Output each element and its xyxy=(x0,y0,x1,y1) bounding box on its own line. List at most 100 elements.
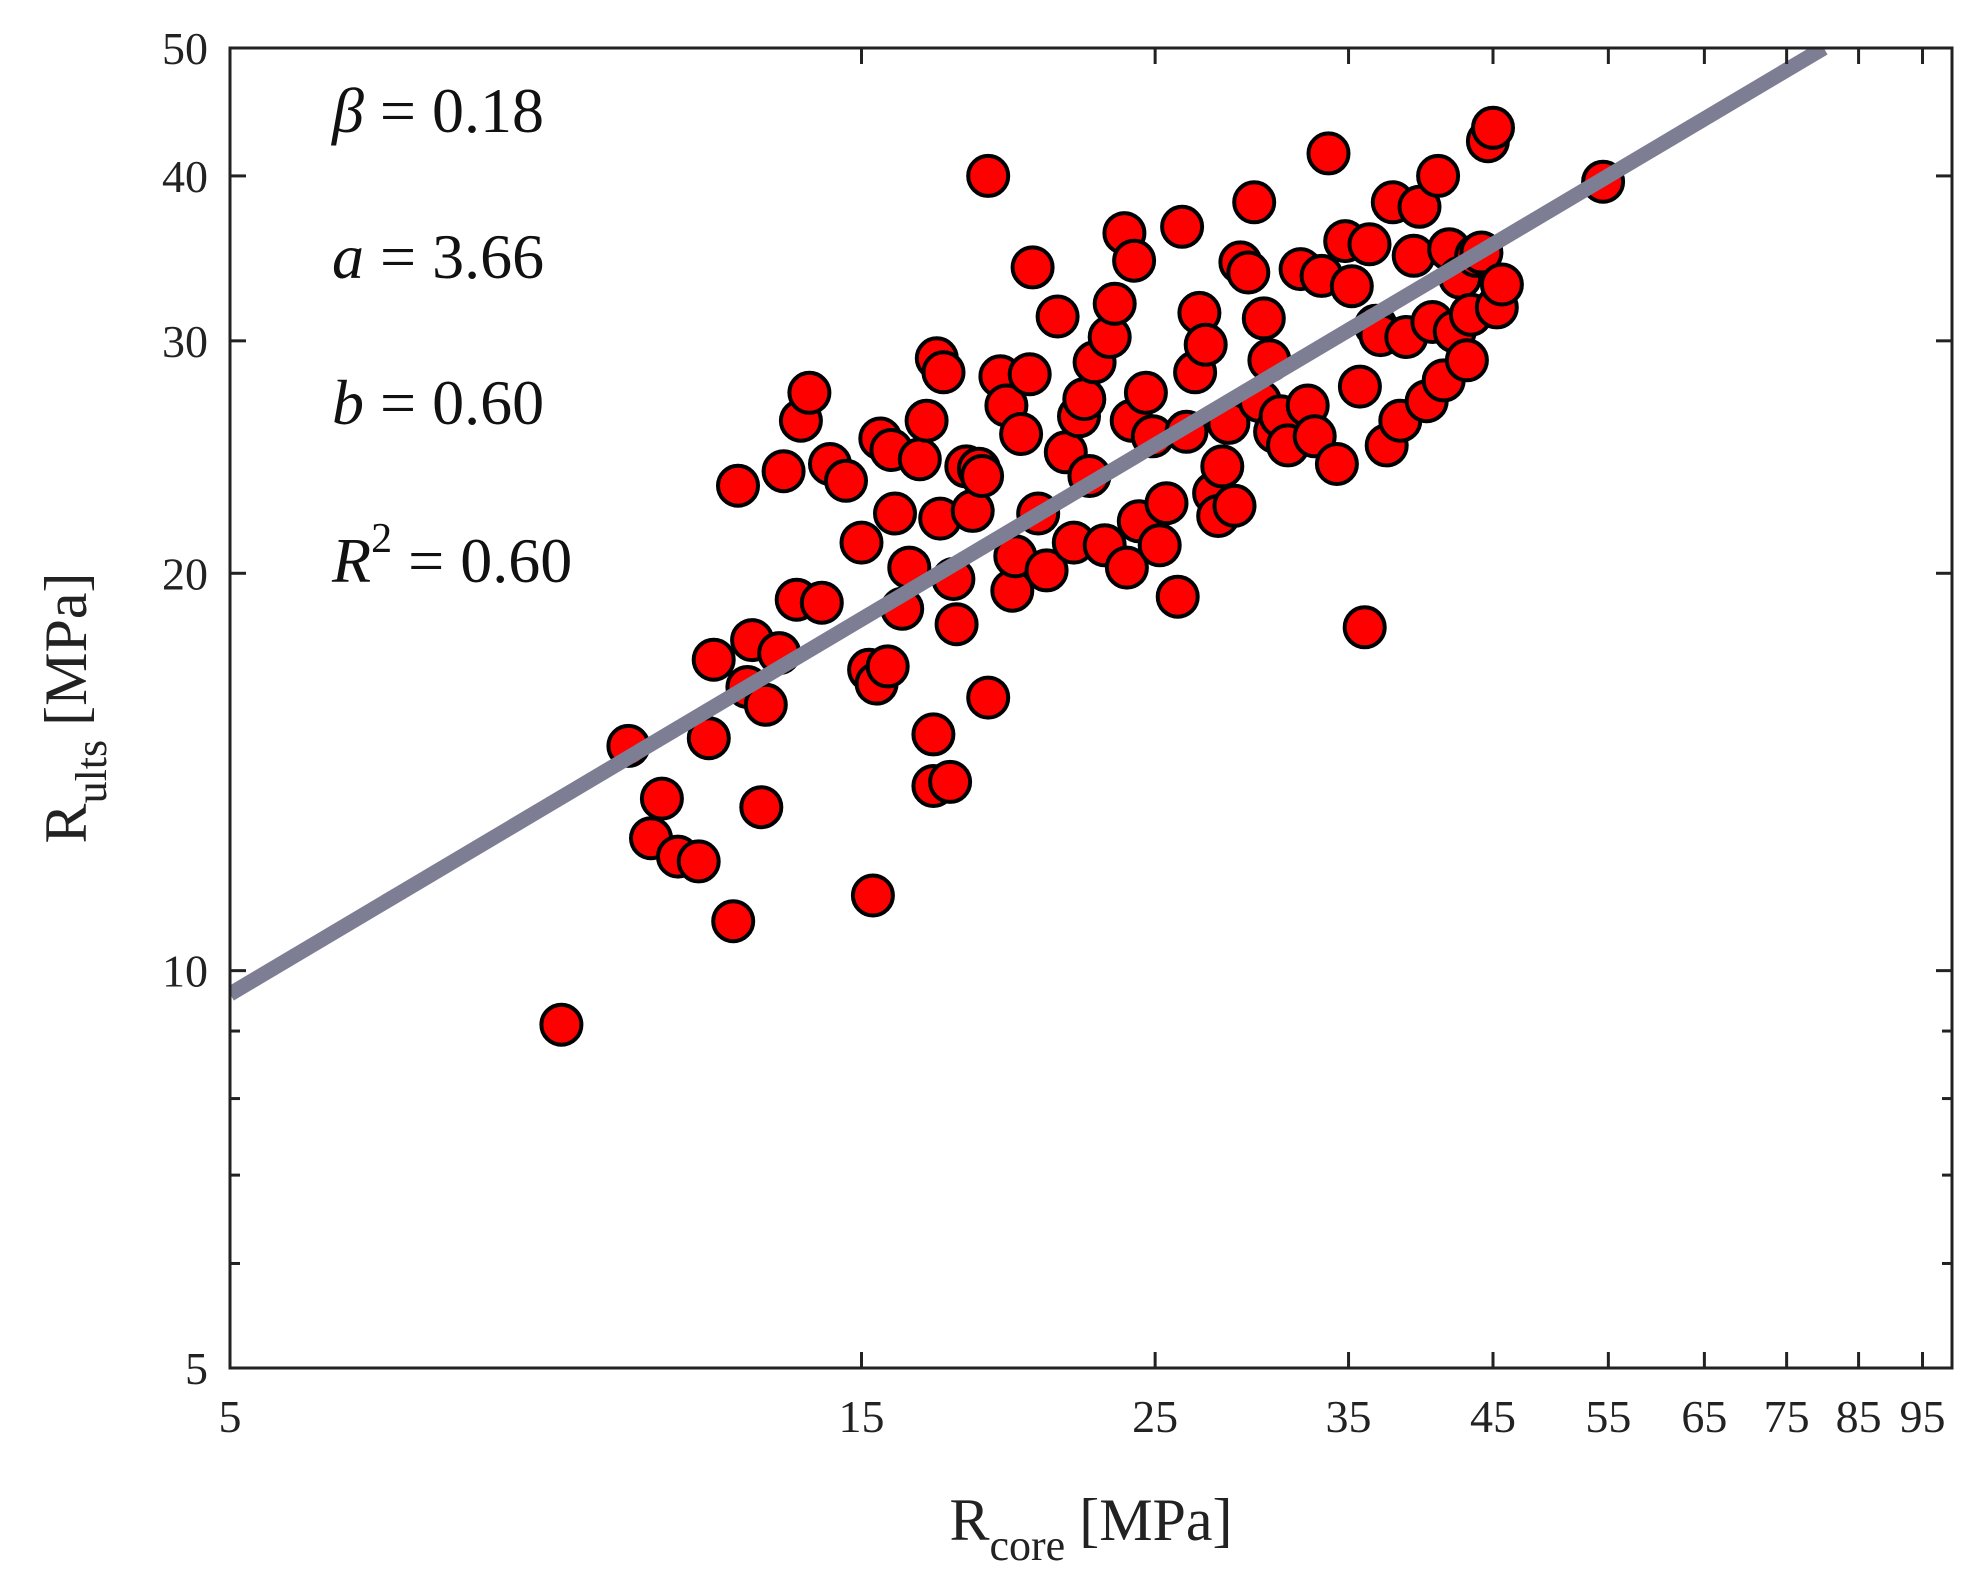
data-point-129 xyxy=(1479,262,1524,307)
annotation-r2-var: R xyxy=(331,525,371,596)
y-tick-label-30: 30 xyxy=(162,316,208,367)
data-point-117 xyxy=(1416,153,1461,198)
data-point-61 xyxy=(1062,377,1107,422)
data-point-77 xyxy=(1160,204,1205,249)
x-tick-label-35: 35 xyxy=(1326,1391,1372,1442)
data-point-72 xyxy=(1123,370,1168,415)
x-tick-label-85: 85 xyxy=(1836,1391,1882,1442)
data-point-15 xyxy=(761,449,806,494)
data-point-8 xyxy=(711,899,756,944)
x-tick-label-5: 5 xyxy=(219,1391,242,1442)
data-point-39 xyxy=(928,759,973,804)
data-point-21 xyxy=(824,458,868,503)
data-point-13 xyxy=(743,682,788,727)
data-point-12 xyxy=(739,785,784,830)
x-tick-label-25: 25 xyxy=(1132,1391,1178,1442)
data-point-29 xyxy=(873,491,917,536)
data-point-53 xyxy=(1007,352,1052,397)
y-tick-label-10: 10 xyxy=(162,946,208,997)
data-point-18 xyxy=(787,370,832,415)
y-axis-label: Rults [MPa] xyxy=(33,573,116,844)
annotation-b: b = 0.60 xyxy=(332,367,544,438)
data-point-105 xyxy=(1342,605,1387,650)
annotation-b-text: = 0.60 xyxy=(364,367,544,438)
data-point-47 xyxy=(966,675,1011,720)
data-point-88 xyxy=(1226,250,1271,295)
x-axis-label-sub: core xyxy=(990,1521,1066,1570)
annotation-r2-sup: 2 xyxy=(371,516,392,562)
data-point-84 xyxy=(1200,444,1245,489)
annotation-b-var: b xyxy=(332,367,364,438)
annotation-r2-text: = 0.60 xyxy=(392,525,572,596)
data-point-91 xyxy=(1241,296,1286,341)
data-point-27 xyxy=(865,644,910,689)
data-point-34 xyxy=(911,712,956,757)
data-point-9 xyxy=(716,463,760,508)
data-point-32 xyxy=(897,437,942,482)
data-point-3 xyxy=(639,776,684,821)
data-point-81 xyxy=(1183,322,1228,367)
y-tick-label-5: 5 xyxy=(185,1343,208,1394)
data-point-46 xyxy=(966,153,1011,198)
x-axis-label-main: R xyxy=(949,1487,989,1553)
data-point-41 xyxy=(934,602,979,647)
data-point-45 xyxy=(960,454,1005,498)
axis-ticks xyxy=(228,46,1952,1370)
data-point-38 xyxy=(921,350,966,395)
fit-line xyxy=(230,48,1828,1001)
data-point-86 xyxy=(1212,483,1257,528)
data-point-5 xyxy=(676,839,721,884)
annotation-a-text: = 3.66 xyxy=(364,221,544,292)
data-point-104 xyxy=(1337,364,1382,409)
y-axis-label-main: R xyxy=(33,803,99,843)
annotation-r2: R2 = 0.60 xyxy=(331,516,572,596)
data-point-19 xyxy=(799,580,844,625)
x-tick-label-65: 65 xyxy=(1681,1391,1727,1442)
y-tick-label-40: 40 xyxy=(162,151,208,202)
data-point-57 xyxy=(1035,294,1080,339)
data-markers xyxy=(539,105,1626,1047)
data-point-54 xyxy=(1010,245,1055,290)
data-point-33 xyxy=(904,398,949,443)
data-point-0 xyxy=(539,1002,584,1047)
data-point-89 xyxy=(1232,180,1277,225)
x-tick-label-95: 95 xyxy=(1900,1391,1946,1442)
x-axis-label-unit: [MPa] xyxy=(1079,1487,1232,1553)
fit-line-group xyxy=(230,48,1828,1001)
data-point-66 xyxy=(1092,281,1137,326)
y-tick-label-50: 50 xyxy=(162,23,208,74)
annotation-beta-var: β xyxy=(330,75,364,146)
data-point-122 xyxy=(1444,338,1489,383)
data-point-22 xyxy=(839,520,884,565)
x-tick-label-45: 45 xyxy=(1470,1391,1516,1442)
data-point-100 xyxy=(1306,131,1351,176)
data-point-106 xyxy=(1347,222,1392,267)
x-axis-label: Rcore [MPa] xyxy=(949,1487,1232,1570)
data-point-70 xyxy=(1112,238,1157,283)
data-point-74 xyxy=(1137,523,1182,568)
y-tick-label-20: 20 xyxy=(162,548,208,599)
data-point-24 xyxy=(850,873,895,918)
data-point-52 xyxy=(999,412,1044,456)
data-point-7 xyxy=(691,637,736,682)
data-point-101 xyxy=(1314,442,1359,486)
annotation-beta: β = 0.18 xyxy=(330,75,544,146)
data-point-127 xyxy=(1471,105,1515,150)
plot-frame xyxy=(228,46,1954,1370)
data-point-76 xyxy=(1155,574,1200,619)
data-point-68 xyxy=(1104,545,1149,590)
annotation-a-var: a xyxy=(332,221,364,292)
y-axis-label-unit: [MPa] xyxy=(33,573,99,726)
x-tick-label-55: 55 xyxy=(1585,1391,1631,1442)
x-tick-label-15: 15 xyxy=(839,1391,885,1442)
data-point-56 xyxy=(1024,548,1069,593)
annotation-beta-text: = 0.18 xyxy=(364,75,544,146)
annotation-a: a = 3.66 xyxy=(332,221,544,292)
x-tick-label-75: 75 xyxy=(1764,1391,1810,1442)
y-axis-label-sub: ults xyxy=(67,740,116,804)
data-point-113 xyxy=(1391,233,1436,278)
data-point-75 xyxy=(1144,481,1189,526)
plot-area xyxy=(230,48,1952,1368)
data-point-103 xyxy=(1329,264,1374,309)
